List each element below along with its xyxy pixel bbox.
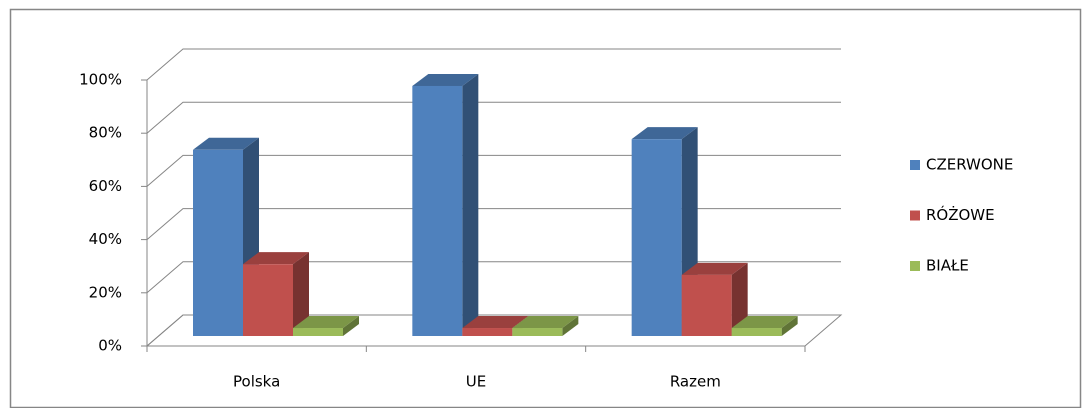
legend-swatch (910, 210, 920, 221)
legend-swatch (910, 160, 920, 170)
bar-front (412, 85, 463, 337)
legend-label: RÓŻOWE (926, 205, 995, 224)
bar-top (243, 252, 309, 265)
bar-top (293, 316, 359, 329)
x-tick-label: Polska (233, 373, 280, 391)
bar-side (781, 316, 798, 336)
grid-line (146, 261, 841, 294)
bar-side (462, 73, 479, 337)
bar-top (731, 316, 798, 329)
bar (731, 316, 798, 336)
bar-front (193, 149, 243, 336)
bar-top (462, 316, 529, 329)
grid-line (146, 101, 841, 134)
x-tick-label: UE (466, 373, 486, 391)
bar-top (512, 316, 579, 329)
grid-line (146, 48, 841, 81)
bar-front (731, 328, 782, 336)
bar-front (512, 328, 563, 336)
bar-top (631, 127, 698, 140)
bar (681, 262, 748, 336)
y-tick-label: 20% (89, 283, 122, 301)
bar-top (193, 137, 259, 150)
x-tick-label: Razem (670, 373, 721, 391)
bar-front (462, 328, 513, 336)
legend-swatch (910, 261, 920, 271)
bar-front (293, 328, 343, 336)
bar (243, 252, 309, 336)
bar (293, 316, 359, 336)
bar-side (343, 316, 359, 336)
bar-front (681, 274, 732, 336)
bar-front (243, 264, 293, 336)
y-tick-label: 100% (79, 71, 122, 89)
grid-line (146, 154, 841, 187)
legend-label: CZERWONE (926, 156, 1013, 174)
y-tick-label: 80% (89, 124, 122, 142)
grid-line (146, 208, 841, 240)
bar-top (681, 262, 748, 275)
bar-side (293, 252, 309, 336)
y-tick-label: 60% (89, 177, 122, 195)
bar-front (631, 139, 682, 336)
bar-side (731, 262, 748, 336)
bar (412, 73, 479, 337)
bar-side (562, 316, 579, 336)
y-tick-label: 40% (89, 230, 122, 248)
legend-label: BIAŁE (926, 257, 969, 275)
bar (512, 316, 579, 336)
grid-line (146, 314, 841, 347)
bar-top (412, 73, 479, 86)
y-tick-label: 0% (98, 337, 122, 355)
